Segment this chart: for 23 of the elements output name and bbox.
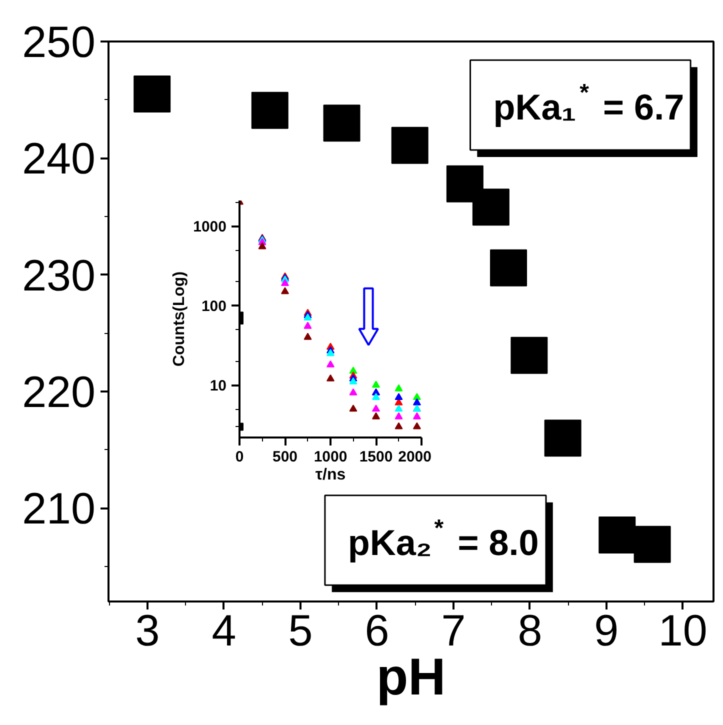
y-tick-label: 240: [22, 134, 96, 184]
y-tick-label: 210: [22, 484, 96, 534]
x-tick-label: 0: [235, 448, 244, 466]
y-tick-label: 10: [210, 378, 227, 395]
y-tick-label: 1000: [193, 218, 227, 236]
x-axis-title: τ/ns: [315, 466, 346, 484]
x-tick-label: 1000: [314, 448, 348, 466]
x-tick-label: 4: [212, 606, 236, 656]
y-tick-label: 230: [22, 251, 96, 300]
annotation: pKa₂* = 8.0: [348, 514, 539, 563]
y-axis-title: Counts(Log): [171, 271, 188, 367]
y-tick-label: 100: [201, 298, 227, 316]
x-tick-label: 9: [594, 606, 619, 656]
y-tick-label: 220: [22, 368, 96, 417]
x-tick-label: 2000: [398, 448, 432, 466]
annotation: pKa₁* = 6.7: [493, 80, 684, 128]
x-tick-label: 5: [288, 606, 313, 656]
x-tick-label: 3: [135, 606, 160, 656]
x-tick-label: 10: [658, 606, 708, 656]
y-tick-label: 250: [22, 18, 96, 67]
x-tick-label: 500: [272, 448, 298, 466]
x-tick-label: 1500: [359, 448, 393, 466]
x-tick-label: 8: [518, 606, 542, 656]
